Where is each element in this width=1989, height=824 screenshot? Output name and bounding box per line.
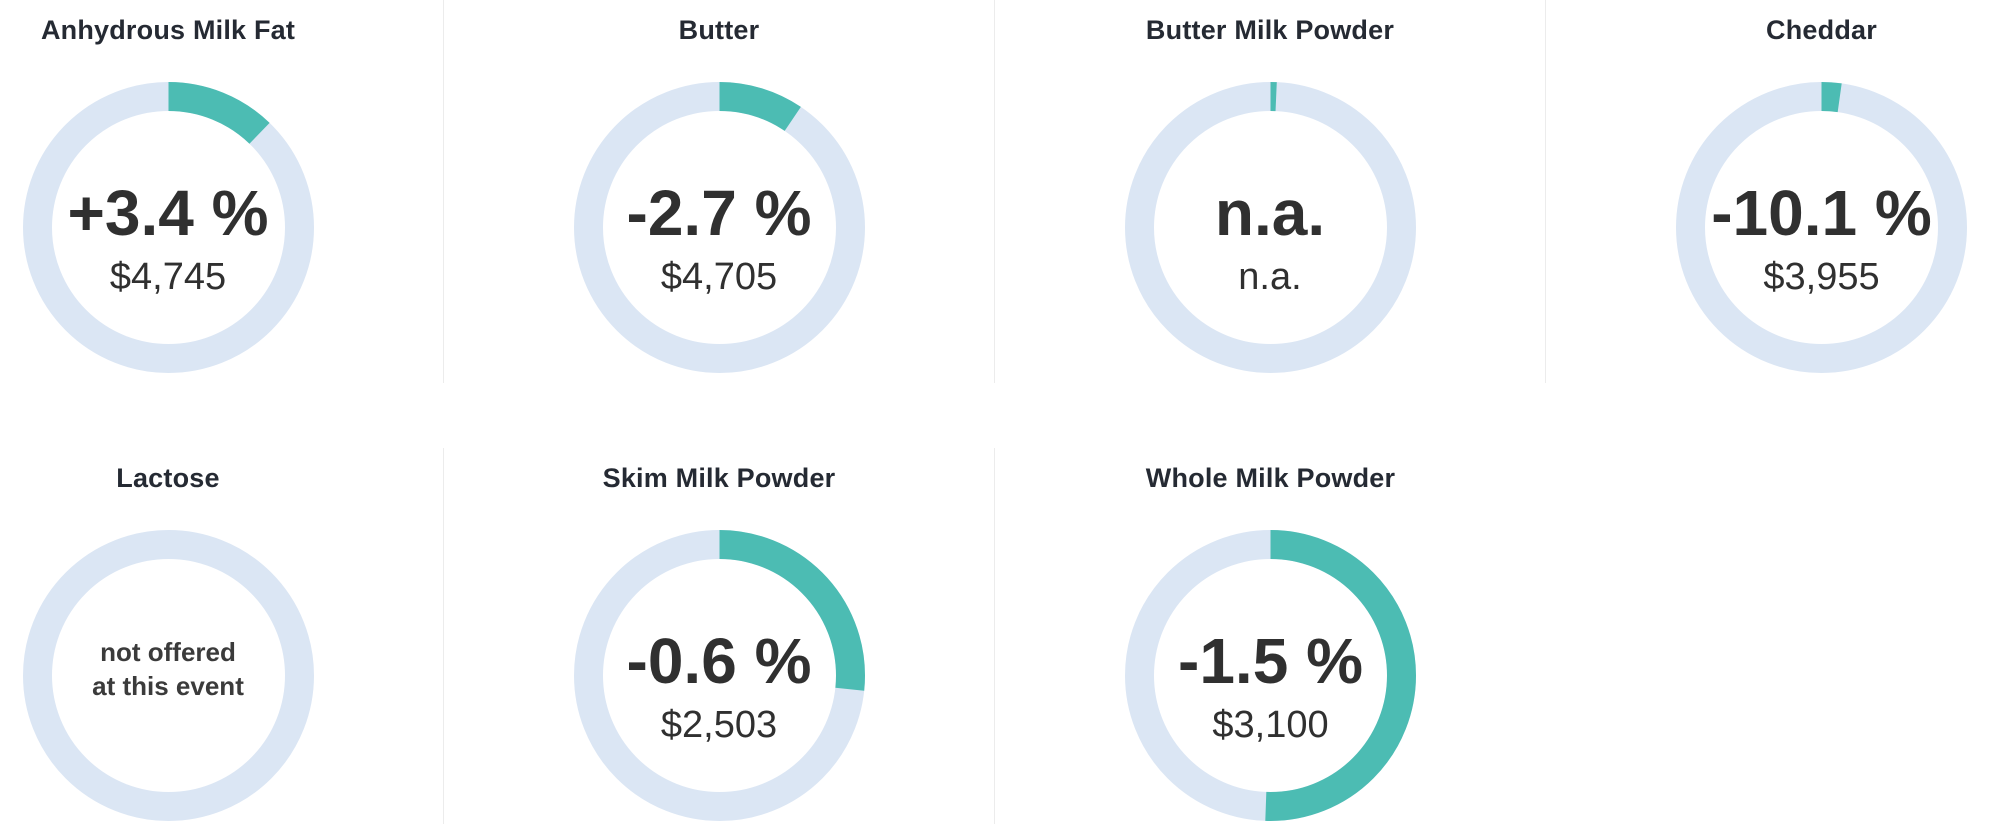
- product-title: Butter: [678, 15, 760, 45]
- donut-svg: [22, 82, 314, 373]
- donut-chart-skim-milk-powder: -0.6 % $2,503: [573, 530, 865, 821]
- card-skim-milk-powder: Skim Milk Powder -0.6 % $2,503: [444, 448, 995, 824]
- product-title: Butter Milk Powder: [1145, 15, 1395, 45]
- donut-svg: [1125, 530, 1416, 821]
- row-2: Lactose not offered at this event Skim M…: [0, 448, 1989, 824]
- note-line-1: not offered: [100, 636, 236, 667]
- card-butter-milk-powder: Butter Milk Powder n.a. n.a.: [995, 0, 1546, 383]
- card-whole-milk-powder: Whole Milk Powder -1.5 % $3,100: [995, 448, 1546, 824]
- donut-track-ring: [22, 530, 314, 821]
- donut-track-ring: [22, 82, 314, 373]
- product-title: Cheddar: [1766, 15, 1877, 45]
- donut-change-arc: [1676, 82, 1967, 373]
- product-title: Anhydrous Milk Fat: [40, 15, 296, 45]
- donut-chart-anhydrous-milk-fat: +3.4 % $4,745: [22, 82, 314, 373]
- donut-svg: [573, 530, 865, 821]
- product-title: Skim Milk Powder: [602, 463, 836, 493]
- donut-chart-cheddar: -10.1 % $3,955: [1676, 82, 1967, 373]
- product-title: Lactose: [116, 463, 220, 493]
- donut-track-ring: [573, 82, 865, 373]
- card-anhydrous-milk-fat: Anhydrous Milk Fat +3.4 % $4,745: [0, 0, 444, 383]
- donut-svg: [22, 530, 314, 821]
- not-offered-note: not offered at this event: [23, 523, 314, 814]
- donut-change-arc: [22, 82, 314, 373]
- card-lactose: Lactose not offered at this event: [0, 448, 444, 824]
- donut-change-arc: [1125, 530, 1416, 821]
- donut-chart-whole-milk-powder: -1.5 % $3,100: [1125, 530, 1416, 821]
- donut-track-ring: [1676, 82, 1967, 373]
- donut-track-ring: [1124, 82, 1416, 373]
- product-title: Whole Milk Powder: [1145, 463, 1396, 493]
- donut-svg: [1676, 82, 1967, 373]
- card-butter: Butter -2.7 % $4,705: [444, 0, 995, 383]
- donut-change-arc: [1124, 82, 1416, 373]
- donut-svg: [573, 82, 865, 373]
- row-1: Anhydrous Milk Fat +3.4 % $4,745 Butter: [0, 0, 1989, 383]
- donut-chart-butter-milk-powder: n.a. n.a.: [1124, 82, 1416, 373]
- donut-change-arc: [573, 82, 865, 373]
- empty-cell: [1546, 448, 1989, 824]
- donut-chart-butter: -2.7 % $4,705: [573, 82, 865, 373]
- note-line-2: at this event: [92, 670, 244, 701]
- donut-svg: [1124, 82, 1416, 373]
- card-cheddar: Cheddar -10.1 % $3,955: [1546, 0, 1989, 383]
- donut-change-arc: [573, 530, 865, 821]
- donut-chart-lactose: not offered at this event: [22, 530, 314, 821]
